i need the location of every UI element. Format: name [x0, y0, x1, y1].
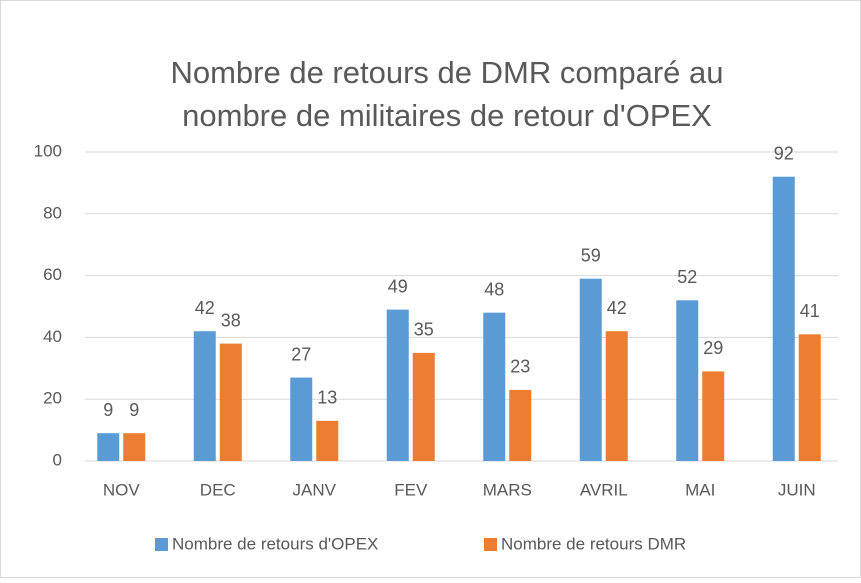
x-tick-label: DEC	[200, 480, 236, 499]
data-label: 35	[414, 320, 434, 340]
legend-label: Nombre de retours d'OPEX	[172, 534, 378, 553]
bar	[316, 420, 339, 461]
bar	[193, 331, 216, 461]
data-label: 29	[703, 338, 723, 358]
bar	[290, 377, 313, 461]
bar	[412, 352, 435, 461]
data-label: 42	[607, 298, 627, 318]
data-label: 13	[317, 388, 337, 408]
bar	[772, 176, 795, 461]
y-tick-label: 60	[43, 265, 62, 284]
data-label: 27	[291, 344, 311, 364]
x-tick-label: NOV	[103, 480, 141, 499]
data-label: 59	[581, 245, 601, 265]
chart-title: Nombre de retours de DMR comparé au	[170, 55, 723, 90]
legend-swatch	[484, 538, 497, 551]
bar	[605, 331, 628, 461]
x-tick-label: FEV	[394, 480, 428, 499]
bar	[579, 278, 602, 461]
x-tick-label: JUIN	[778, 480, 816, 499]
data-label: 9	[103, 400, 113, 420]
bar	[483, 312, 506, 461]
chart-title: nombre de militaires de retour d'OPEX	[182, 98, 712, 133]
bar	[702, 371, 725, 461]
data-label: 23	[510, 357, 530, 377]
y-tick-label: 40	[43, 327, 62, 346]
data-label: 41	[800, 301, 820, 321]
bar	[386, 309, 409, 461]
legend-label: Nombre de retours DMR	[501, 534, 686, 553]
y-tick-label: 0	[53, 450, 62, 469]
data-label: 38	[221, 310, 241, 330]
y-tick-label: 20	[43, 389, 62, 408]
bar	[676, 300, 699, 461]
x-tick-label: JANV	[293, 480, 337, 499]
data-label: 92	[774, 143, 794, 163]
x-tick-label: MAI	[685, 480, 715, 499]
bar	[97, 433, 120, 461]
y-tick-label: 100	[34, 141, 62, 160]
data-label: 42	[195, 298, 215, 318]
bar	[798, 334, 821, 461]
x-tick-label: MARS	[483, 480, 532, 499]
data-label: 49	[388, 276, 408, 296]
legend-swatch	[155, 538, 168, 551]
x-tick-label: AVRIL	[580, 480, 628, 499]
data-label: 52	[677, 267, 697, 287]
bar	[219, 343, 242, 461]
bar	[509, 389, 532, 461]
data-label: 9	[129, 400, 139, 420]
bar	[123, 433, 146, 461]
data-label: 48	[484, 279, 504, 299]
y-tick-label: 80	[43, 203, 62, 222]
